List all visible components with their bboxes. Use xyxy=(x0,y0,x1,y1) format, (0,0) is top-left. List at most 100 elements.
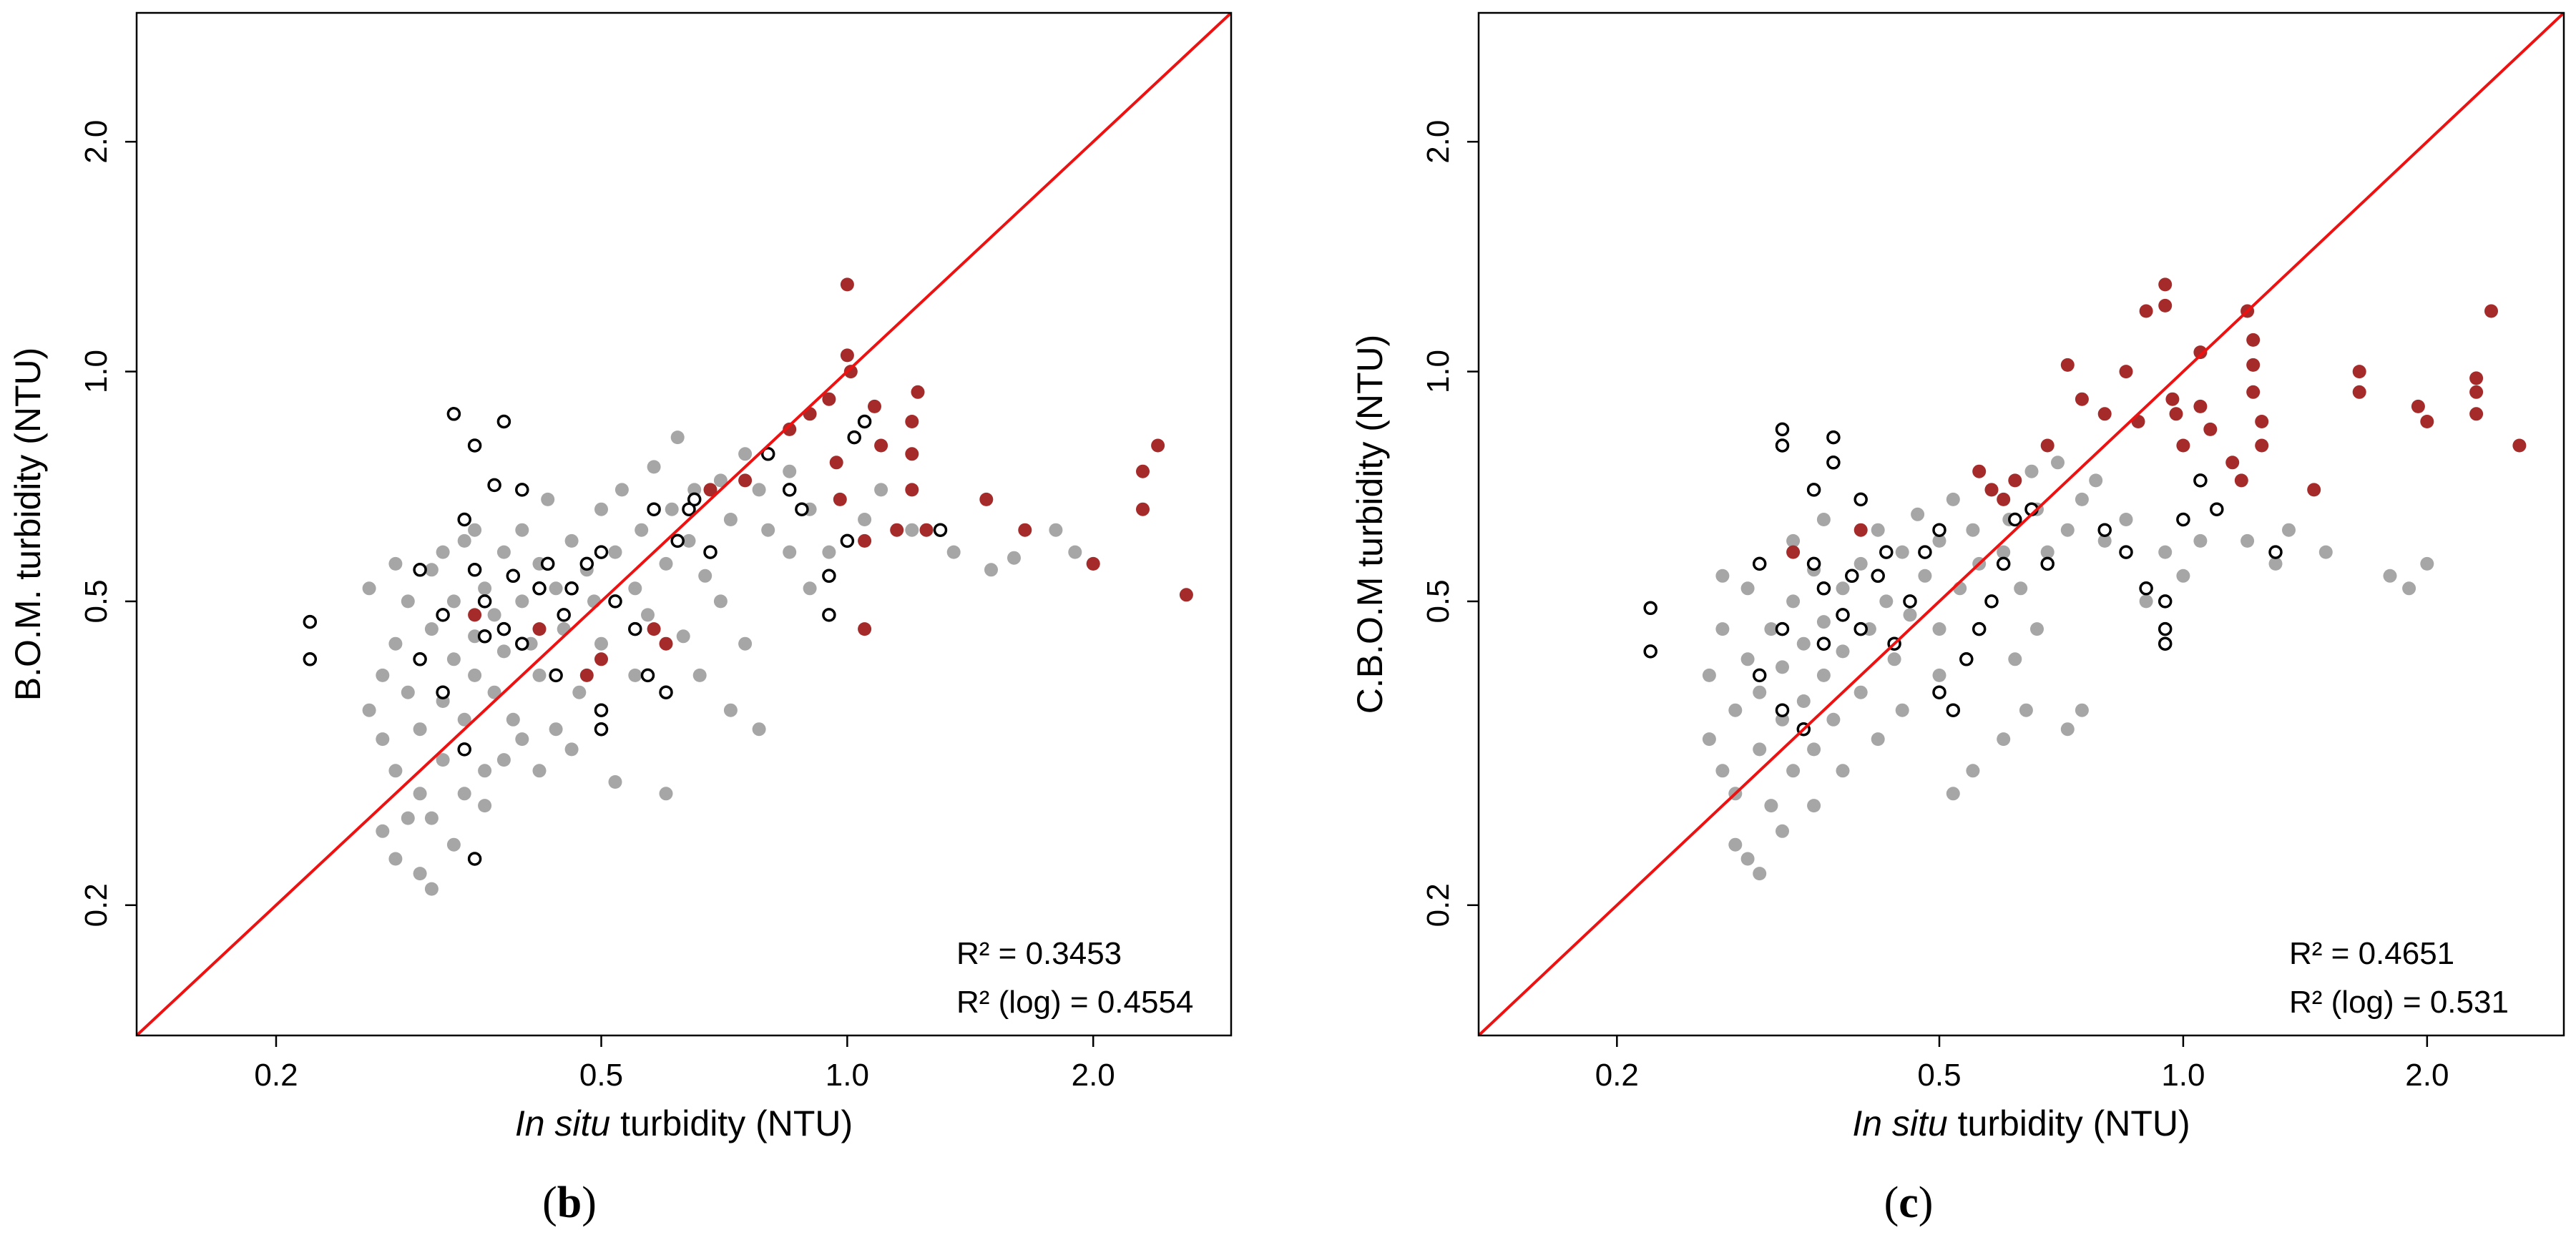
point-gray-23 xyxy=(487,685,501,699)
point-open-14 xyxy=(1903,594,1917,609)
point-gray-57 xyxy=(761,523,775,537)
point-open-0 xyxy=(1643,601,1657,616)
point-open-26 xyxy=(2139,581,2153,596)
point-red-13 xyxy=(2158,277,2173,292)
point-gray-62 xyxy=(2019,703,2033,717)
point-gray-54 xyxy=(1728,837,1743,852)
point-open-22 xyxy=(659,685,673,699)
point-open-4 xyxy=(1806,483,1821,497)
point-gray-21 xyxy=(1816,615,1831,629)
x-axis-title-rest: turbidity (NTU) xyxy=(610,1103,853,1143)
point-gray-44 xyxy=(635,523,649,537)
point-open-42 xyxy=(1972,621,1987,636)
point-open-28 xyxy=(2158,621,2173,636)
point-red-32 xyxy=(2411,399,2425,413)
data-points xyxy=(1643,277,2527,881)
point-red-27 xyxy=(2255,415,2269,428)
y-tick-label: 2.0 xyxy=(79,120,114,164)
point-open-36 xyxy=(436,608,450,622)
point-red-38 xyxy=(2512,438,2527,453)
point-open-3 xyxy=(467,438,482,453)
y-tick-label: 2.0 xyxy=(1421,120,1456,164)
point-red-37 xyxy=(2484,304,2498,318)
point-gray-86 xyxy=(2030,622,2044,636)
y-tick-label: 0.5 xyxy=(79,579,114,623)
point-gray-26 xyxy=(1853,556,1868,571)
point-open-22 xyxy=(2008,512,2022,527)
point-gray-39 xyxy=(594,502,608,516)
point-gray-77 xyxy=(946,545,961,559)
point-open-15 xyxy=(579,556,594,571)
point-gray-74 xyxy=(468,523,482,537)
point-gray-32 xyxy=(541,492,555,506)
point-open-23 xyxy=(670,533,685,548)
point-red-22 xyxy=(2234,473,2248,488)
point-open-21 xyxy=(1996,556,2011,571)
point-red-21 xyxy=(2225,456,2240,470)
point-red-29 xyxy=(1136,464,1150,478)
point-red-3 xyxy=(594,652,608,666)
point-gray-62 xyxy=(413,867,427,881)
point-gray-10 xyxy=(424,563,439,577)
point-gray-33 xyxy=(1911,507,1925,521)
point-gray-35 xyxy=(1932,622,1946,636)
point-gray-14 xyxy=(1786,764,1801,778)
point-red-32 xyxy=(1179,588,1193,602)
point-open-11 xyxy=(515,636,529,651)
point-open-30 xyxy=(2176,512,2190,527)
y-tick-label: 0.2 xyxy=(1421,883,1456,927)
point-gray-80 xyxy=(1049,523,1063,537)
point-open-5 xyxy=(1826,430,1841,445)
y-tick-label: 0.2 xyxy=(79,883,114,927)
point-gray-33 xyxy=(549,581,563,596)
point-red-33 xyxy=(2420,415,2434,428)
point-gray-7 xyxy=(413,722,427,737)
point-gray-24 xyxy=(1836,644,1850,659)
point-red-30 xyxy=(2352,365,2366,379)
point-open-8 xyxy=(467,563,482,577)
point-gray-91 xyxy=(803,581,817,596)
point-gray-39 xyxy=(1966,523,1980,537)
panel-b-scatter-plot: 0.2 0.5 1.0 2.0 0.2 0.5 1.0 2.0 In situ turbidit… xyxy=(8,11,1233,1227)
point-gray-6 xyxy=(1740,652,1755,666)
point-gray-70 xyxy=(752,722,766,737)
point-gray-72 xyxy=(388,556,403,571)
point-open-31 xyxy=(2193,473,2208,488)
point-gray-75 xyxy=(2420,556,2434,571)
point-red-0 xyxy=(1786,545,1801,559)
x-axis-title: In situ turbidity (NTU) xyxy=(1852,1103,2190,1143)
point-open-17 xyxy=(594,703,609,717)
panel-label: (b) xyxy=(542,1178,597,1227)
point-gray-35 xyxy=(564,533,579,548)
point-red-15 xyxy=(843,365,858,379)
point-open-10 xyxy=(496,621,511,636)
point-gray-11 xyxy=(424,622,439,636)
point-red-20 xyxy=(890,523,904,537)
point-red-22 xyxy=(905,447,919,461)
point-red-26 xyxy=(2246,385,2261,399)
point-red-6 xyxy=(703,483,718,497)
point-gray-60 xyxy=(376,824,390,838)
point-gray-0 xyxy=(362,703,376,717)
point-red-31 xyxy=(2352,385,2366,399)
point-red-3 xyxy=(1984,483,1999,497)
point-red-29 xyxy=(2307,483,2321,497)
point-open-35 xyxy=(1775,621,1790,636)
point-gray-17 xyxy=(1796,636,1811,651)
point-gray-22 xyxy=(487,608,501,622)
point-open-12 xyxy=(532,581,547,596)
point-gray-70 xyxy=(2268,556,2283,571)
point-open-25 xyxy=(2119,545,2133,559)
point-red-30 xyxy=(1136,502,1150,516)
point-gray-71 xyxy=(362,581,376,596)
point-gray-75 xyxy=(401,811,415,825)
y-tick-label: 0.5 xyxy=(1421,579,1456,623)
point-gray-24 xyxy=(496,545,511,559)
point-gray-85 xyxy=(549,722,563,737)
point-gray-81 xyxy=(1932,668,1946,682)
panel-label-close: ) xyxy=(1919,1178,1934,1227)
point-gray-51 xyxy=(687,483,702,497)
point-gray-63 xyxy=(2060,722,2075,737)
y-tick-label: 1.0 xyxy=(1421,350,1456,393)
